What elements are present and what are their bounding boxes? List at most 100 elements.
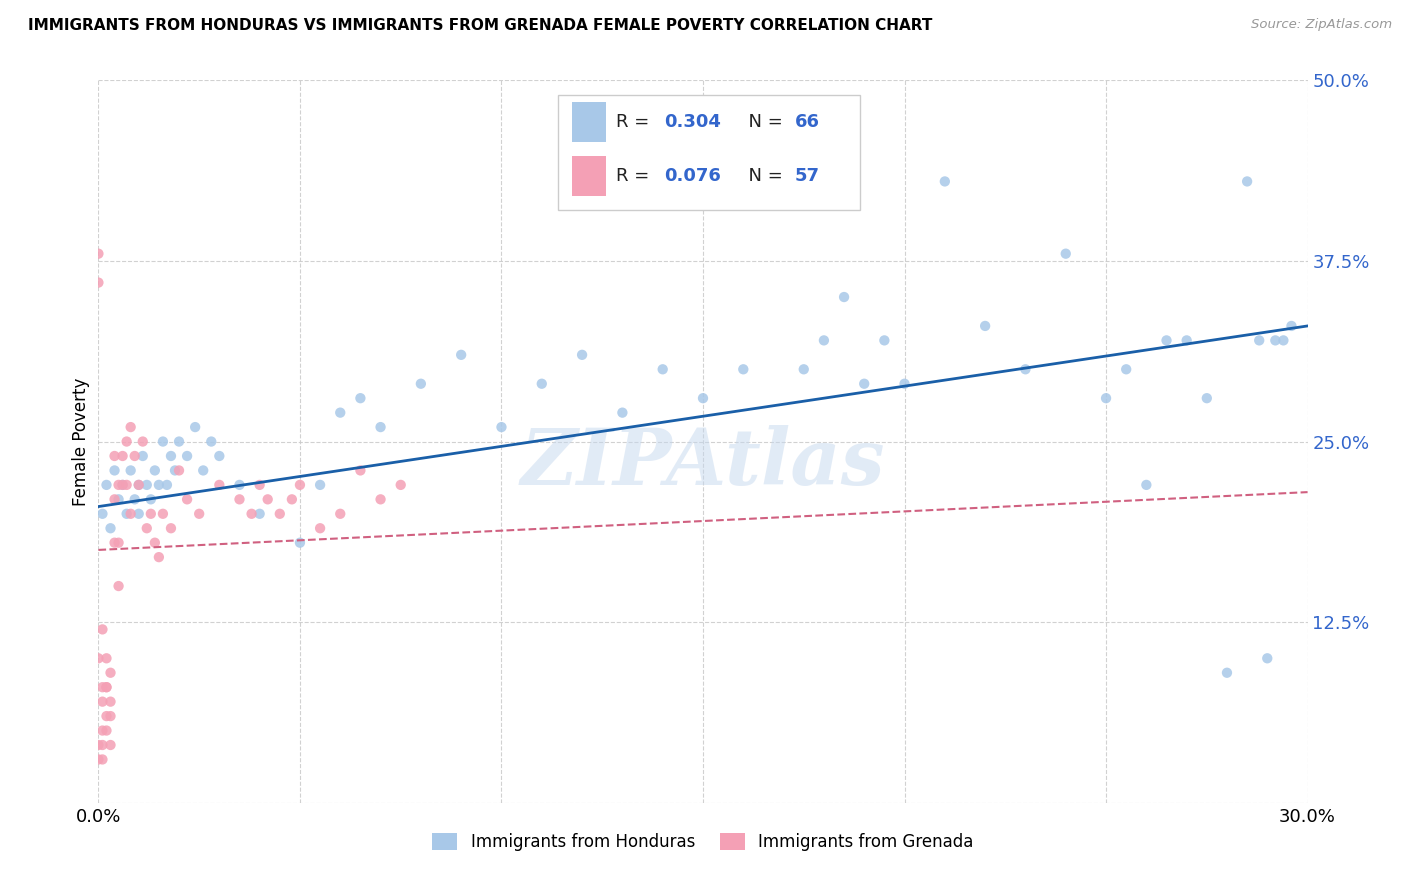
Text: 57: 57 [794,168,820,186]
Point [1014,362,1036,376]
Point [96,709,118,723]
Point [1256,651,1278,665]
Point [176,449,198,463]
Point [91,738,114,752]
Point [167,463,190,477]
Point [87,752,110,766]
Point [853,376,876,391]
Point [1216,665,1239,680]
Point [772,189,794,203]
Point [100,665,122,680]
Point [256,492,278,507]
Point [208,478,231,492]
Point [111,478,134,492]
Text: R =: R = [616,168,655,186]
Point [160,521,183,535]
Point [813,334,835,348]
Point [167,434,190,449]
Point [288,478,311,492]
Point [1272,334,1295,348]
Point [281,492,304,507]
Point [100,521,122,535]
Point [1095,391,1118,405]
Point [107,478,129,492]
Point [200,434,222,449]
Point [148,550,170,565]
Text: N =: N = [737,113,789,131]
Point [103,449,125,463]
Text: R =: R = [616,113,655,131]
Point [1249,334,1271,348]
Point [651,362,673,376]
Point [87,276,110,290]
Point [107,492,129,507]
Point [96,478,118,492]
FancyBboxPatch shape [558,95,860,211]
Point [124,449,146,463]
Point [873,334,896,348]
Point [612,406,634,420]
Point [115,434,138,449]
Point [1135,478,1157,492]
Point [349,391,371,405]
Point [370,420,392,434]
Point [329,507,352,521]
Text: 0.076: 0.076 [664,168,721,186]
Y-axis label: Female Poverty: Female Poverty [72,377,90,506]
Point [269,507,291,521]
Text: IMMIGRANTS FROM HONDURAS VS IMMIGRANTS FROM GRENADA FEMALE POVERTY CORRELATION C: IMMIGRANTS FROM HONDURAS VS IMMIGRANTS F… [28,18,932,33]
Point [87,738,110,752]
Point [491,420,513,434]
Point [115,478,138,492]
Point [128,478,150,492]
Text: N =: N = [737,168,789,186]
Point [135,521,157,535]
Point [132,449,155,463]
Point [193,463,215,477]
Point [96,651,118,665]
Point [91,723,114,738]
Point [139,492,162,507]
Point [120,507,142,521]
Text: 0.304: 0.304 [664,113,721,131]
Point [249,478,271,492]
Point [160,449,183,463]
Point [148,478,170,492]
Point [389,478,412,492]
Point [103,492,125,507]
Point [111,478,134,492]
Point [152,507,174,521]
Point [1236,174,1258,188]
Point [832,290,855,304]
Point [1195,391,1218,405]
Point [91,623,114,637]
Point [1156,334,1178,348]
Point [571,348,593,362]
Point [143,463,166,477]
Point [240,507,263,521]
Point [309,478,332,492]
Point [96,680,118,694]
Point [974,318,997,333]
Point [91,680,114,694]
Point [329,406,352,420]
Point [107,579,129,593]
Point [111,449,134,463]
Point [370,492,392,507]
Point [793,362,815,376]
Point [1054,246,1077,260]
Point [934,174,956,188]
Point [120,463,142,477]
Point [288,535,311,549]
Point [128,478,150,492]
Point [156,478,179,492]
Point [100,709,122,723]
Point [152,434,174,449]
Point [188,507,211,521]
Point [87,246,110,260]
Point [893,376,915,391]
Point [96,723,118,738]
Point [249,507,271,521]
Point [733,362,755,376]
Point [309,521,332,535]
